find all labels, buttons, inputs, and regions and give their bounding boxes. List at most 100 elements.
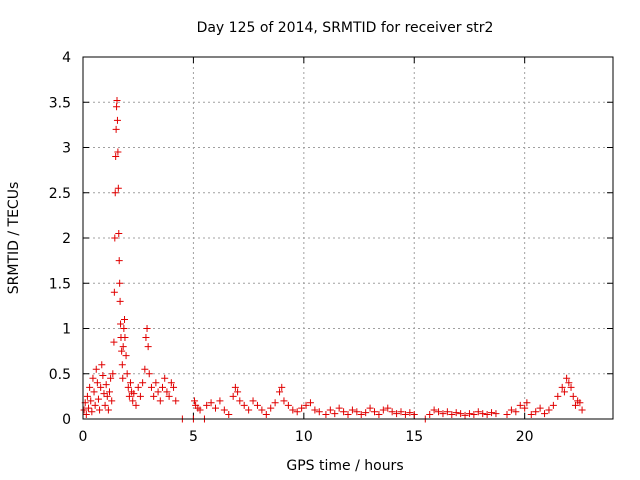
- data-point: [114, 184, 122, 192]
- data-point: [565, 379, 573, 387]
- data-point: [113, 116, 121, 124]
- data-point: [130, 390, 138, 398]
- x-tick-label: 15: [405, 429, 423, 445]
- data-point: [276, 388, 284, 396]
- data-point: [267, 404, 275, 412]
- data-point: [322, 410, 330, 418]
- data-point: [371, 408, 378, 416]
- data-point: [503, 410, 511, 418]
- data-point: [86, 383, 94, 391]
- data-point: [426, 410, 434, 418]
- y-tick-label: 4: [62, 50, 71, 66]
- data-point: [108, 397, 116, 405]
- data-point: [90, 388, 98, 396]
- data-point: [258, 406, 266, 414]
- data-point: [229, 392, 237, 400]
- data-point: [91, 401, 99, 409]
- data-point: [92, 365, 100, 373]
- data-point: [249, 397, 257, 405]
- data-point: [104, 406, 112, 414]
- data-point: [326, 406, 334, 414]
- data-point: [344, 410, 352, 418]
- data-point: [106, 388, 113, 396]
- data-point: [122, 352, 130, 360]
- data-point: [119, 343, 127, 351]
- data-point: [118, 361, 126, 369]
- data-point: [125, 392, 133, 400]
- y-axis-label: SRMTID / TECUs: [6, 182, 22, 295]
- data-point: [170, 383, 178, 391]
- data-point: [278, 383, 286, 391]
- data-point: [156, 397, 164, 405]
- data-point: [114, 148, 122, 156]
- data-point: [142, 334, 150, 342]
- data-point: [152, 379, 160, 387]
- data-point: [492, 410, 500, 418]
- data-point: [144, 343, 152, 351]
- data-point: [512, 408, 520, 416]
- data-point: [234, 388, 242, 396]
- data-point: [117, 320, 125, 328]
- data-point: [212, 404, 219, 412]
- data-point: [99, 372, 107, 380]
- x-tick-label: 5: [189, 429, 198, 445]
- data-point: [113, 96, 121, 104]
- data-point: [109, 370, 117, 378]
- y-tick-label: 1: [62, 322, 71, 338]
- data-point: [410, 410, 418, 418]
- data-point: [357, 410, 365, 418]
- data-point: [348, 406, 356, 414]
- x-tick-label: 20: [516, 429, 534, 445]
- data-point: [271, 399, 279, 407]
- data-point: [143, 325, 151, 332]
- data-point: [80, 406, 88, 414]
- data-point: [306, 399, 314, 407]
- data-point: [88, 408, 96, 416]
- data-point: [191, 397, 199, 405]
- data-point: [284, 401, 292, 409]
- data-point: [132, 401, 140, 409]
- data-point: [576, 399, 584, 407]
- data-point: [82, 410, 90, 418]
- data-point: [335, 404, 343, 412]
- plot-frame: [82, 56, 614, 420]
- data-point: [154, 388, 162, 396]
- data-point: [124, 383, 132, 391]
- data-point: [89, 374, 97, 382]
- data-point: [115, 257, 123, 265]
- data-point: [203, 401, 211, 409]
- data-point: [397, 408, 405, 416]
- data-point: [465, 410, 473, 418]
- data-point: [121, 315, 129, 323]
- data-point: [554, 392, 562, 400]
- data-point: [111, 189, 119, 197]
- data-point: [83, 392, 91, 400]
- data-point: [163, 388, 171, 396]
- data-point: [159, 383, 166, 391]
- data-point: [129, 397, 137, 405]
- y-tick-label: 1.5: [49, 276, 71, 292]
- grid-lines: [83, 57, 613, 419]
- data-point: [101, 401, 109, 409]
- data-point: [216, 397, 224, 405]
- data-point: [362, 409, 370, 417]
- data-point: [302, 401, 310, 409]
- data-point: [96, 406, 104, 414]
- data-point: [571, 401, 579, 409]
- data-point: [145, 370, 153, 378]
- data-point: [516, 401, 524, 409]
- data-point: [85, 404, 93, 412]
- data-point: [532, 408, 540, 416]
- data-point: [107, 374, 115, 382]
- data-point: [98, 361, 106, 369]
- y-tick-label: 2.5: [49, 186, 71, 202]
- data-point: [123, 370, 131, 378]
- data-point: [167, 379, 175, 387]
- data-point: [457, 410, 465, 418]
- x-tick-label: 0: [79, 429, 88, 445]
- data-point: [220, 406, 228, 414]
- data-point: [289, 406, 297, 414]
- data-point: [521, 404, 529, 412]
- y-tick-label: 0: [62, 412, 71, 428]
- data-point: [578, 406, 586, 414]
